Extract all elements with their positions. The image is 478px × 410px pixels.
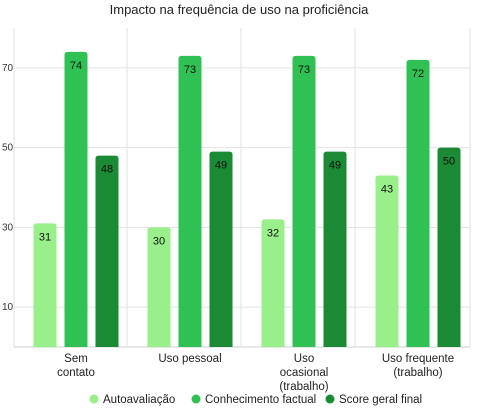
legend-label: Score geral final	[339, 394, 422, 406]
x-category-label: ocasional	[280, 367, 329, 379]
data-label: 32	[267, 227, 279, 239]
data-label: 73	[184, 64, 196, 76]
x-category-label: (trabalho)	[279, 381, 328, 393]
bar	[147, 227, 171, 347]
bar	[375, 175, 399, 347]
chart-title: Impacto na frequência de uso na proficiê…	[110, 2, 369, 17]
x-category-label: (trabalho)	[393, 367, 442, 379]
data-label: 73	[298, 64, 310, 76]
data-label: 49	[329, 160, 341, 172]
y-axis-ticks: 10 30 50 70	[2, 63, 14, 313]
bar	[323, 151, 347, 347]
x-category-label: Uso frequente	[382, 353, 454, 365]
x-category-label: contato	[57, 367, 95, 379]
x-category-label: Uso pessoal	[158, 353, 221, 365]
data-label: 31	[39, 231, 51, 243]
legend-label: Autoavaliação	[103, 394, 175, 406]
data-label: 30	[153, 235, 165, 247]
data-label: 50	[443, 156, 455, 168]
x-category-label: Sem	[64, 353, 88, 365]
legend-swatch	[89, 394, 99, 404]
y-tick-label: 30	[2, 222, 14, 233]
bar	[209, 151, 233, 347]
data-label: 48	[101, 164, 113, 176]
bar	[261, 219, 285, 347]
bar	[437, 147, 461, 347]
bar	[178, 55, 202, 347]
data-label: 43	[381, 184, 393, 196]
data-label: 49	[215, 160, 227, 172]
y-tick-label: 50	[2, 143, 14, 154]
bars	[33, 51, 461, 348]
legend-label: Conhecimento factual	[205, 394, 316, 406]
bar	[64, 51, 88, 348]
y-tick-label: 70	[2, 63, 14, 74]
y-tick-label: 10	[2, 302, 14, 313]
data-label: 72	[412, 68, 424, 80]
bar	[95, 155, 119, 347]
data-label: 74	[70, 60, 82, 72]
legend-swatch	[325, 394, 335, 404]
data-labels: 31 74 48 30 73 49 32 73 49 43 72 50	[39, 60, 455, 247]
bar	[33, 223, 57, 347]
legend-swatch	[191, 394, 201, 404]
bar	[406, 59, 430, 348]
bar	[292, 55, 316, 347]
legend: Autoavaliação Conhecimento factual Score g…	[89, 394, 422, 406]
x-axis-categories: Sem contato Uso pessoal Uso ocasional (trabal…	[57, 353, 454, 393]
x-category-label: Uso	[294, 353, 314, 365]
